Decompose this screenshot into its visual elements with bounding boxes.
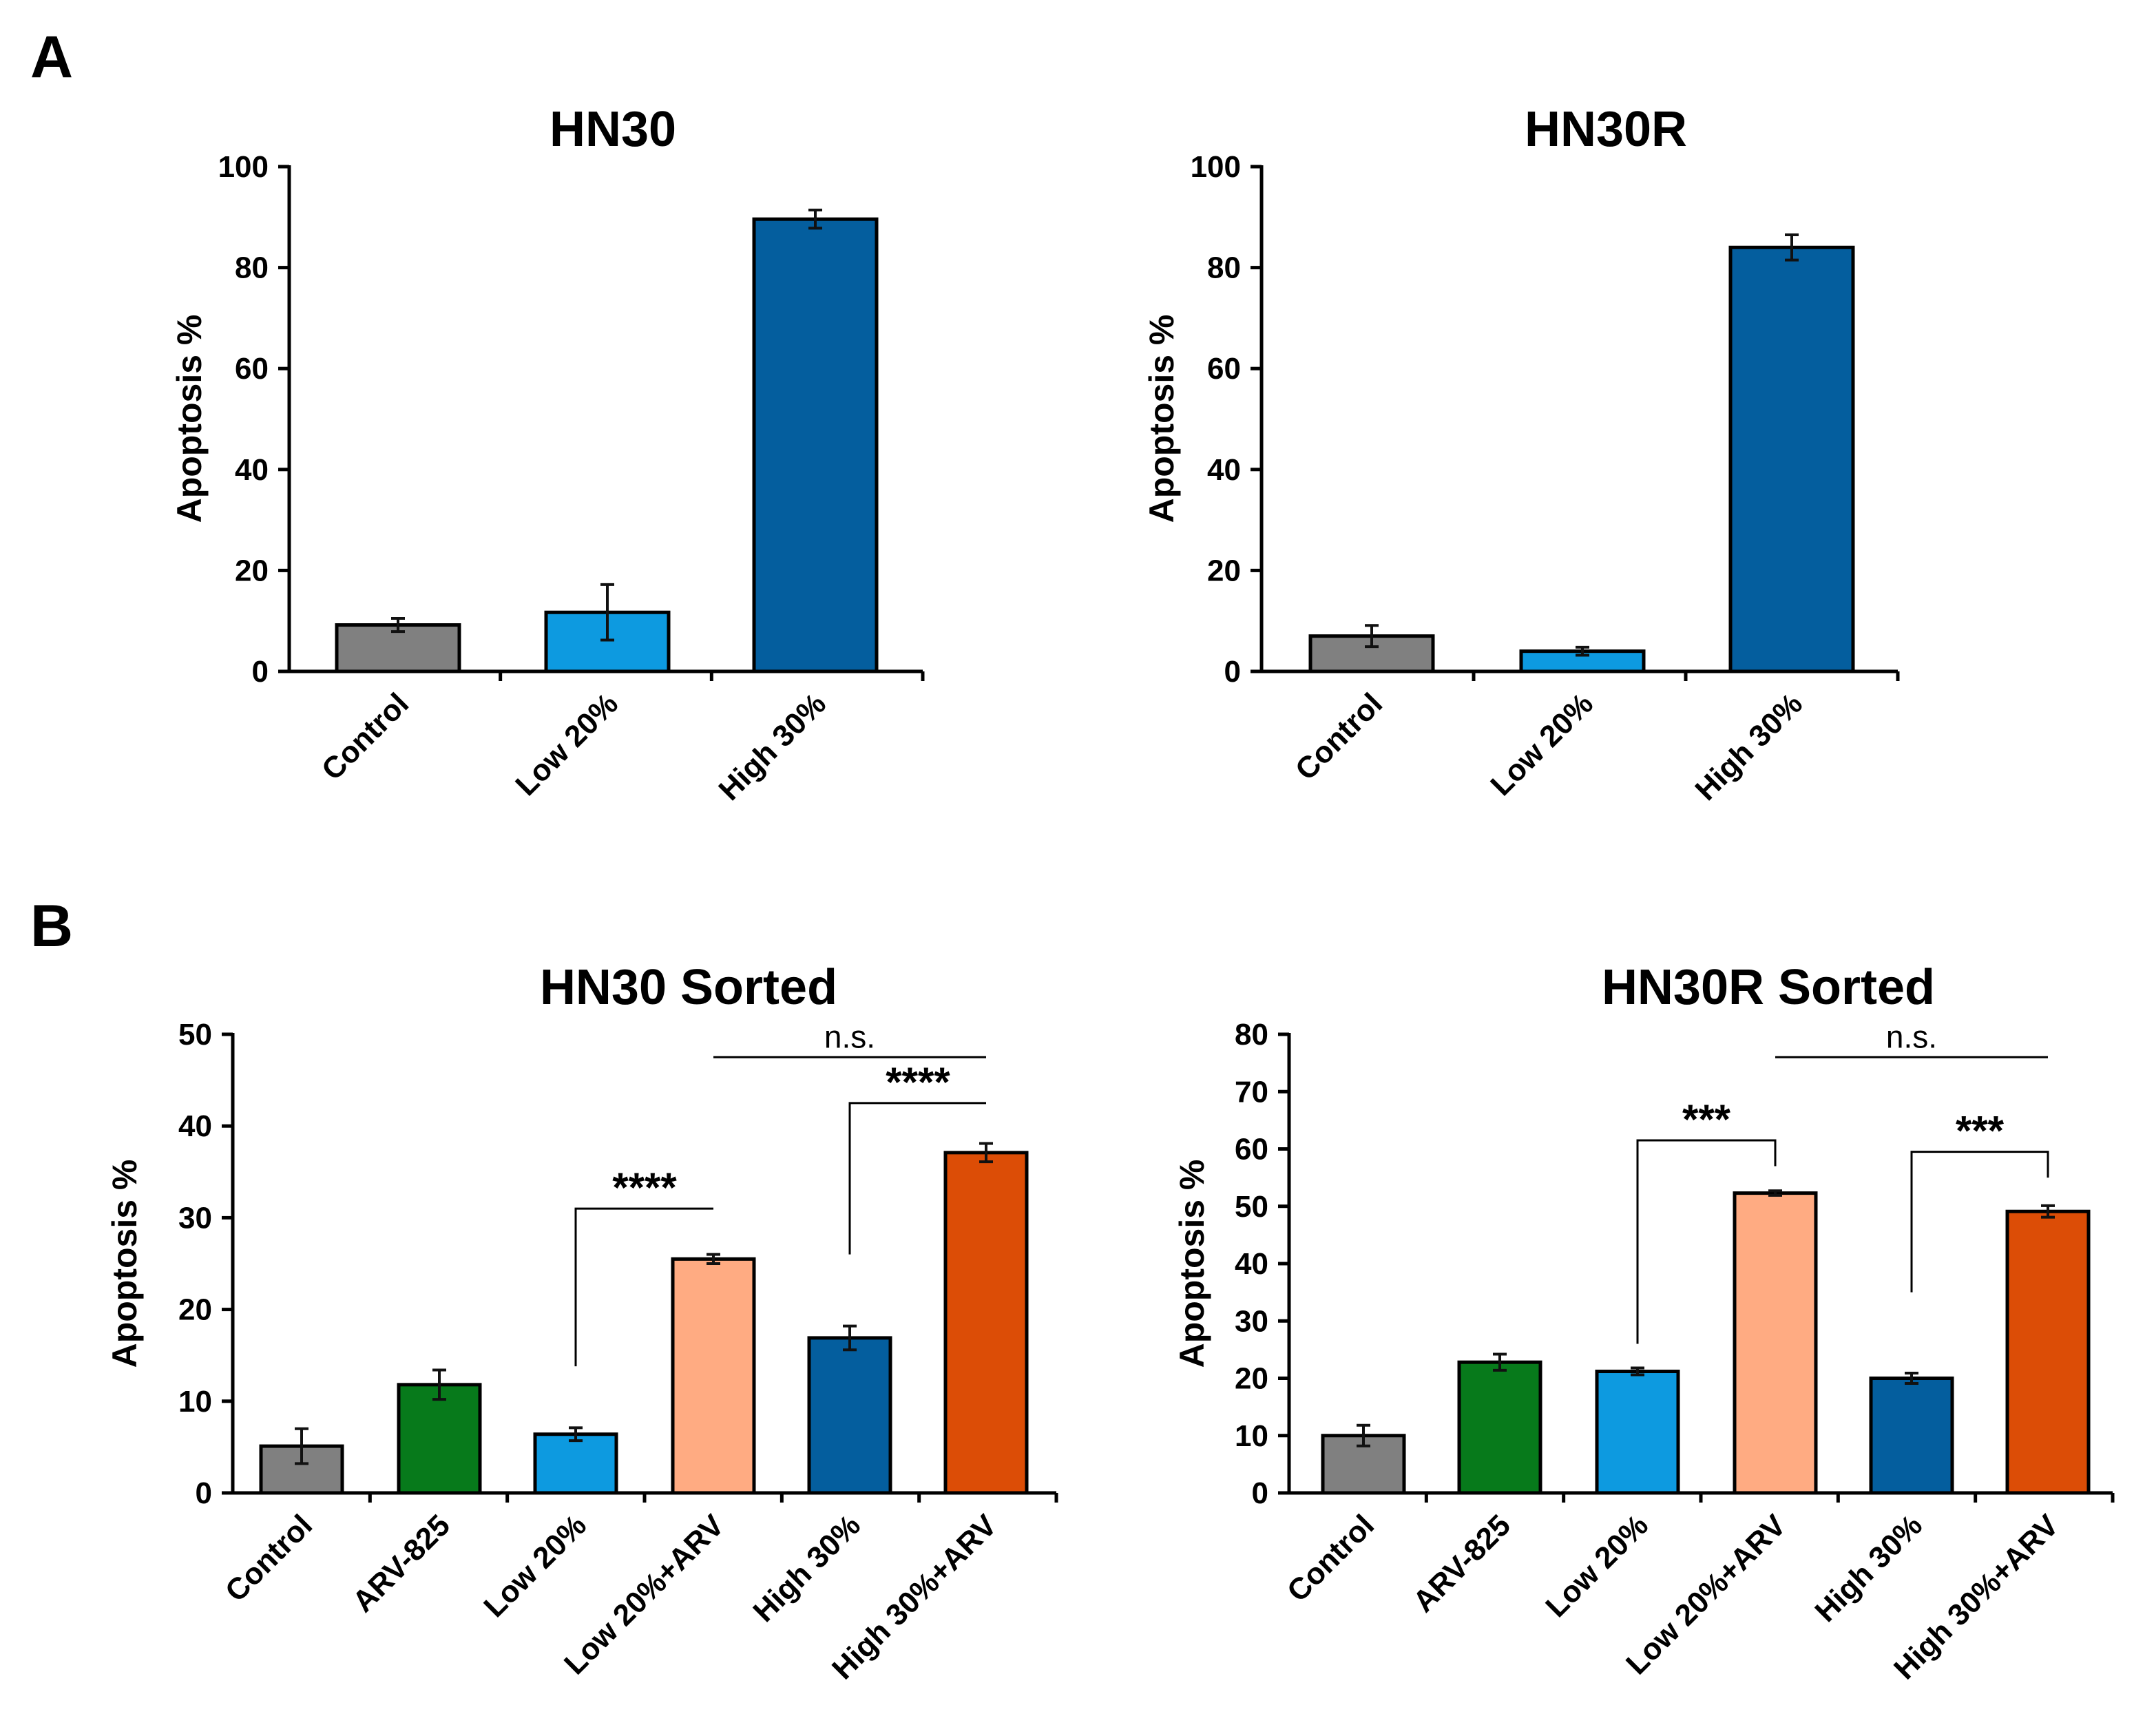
x-tick-label: High 30%: [746, 1508, 867, 1629]
bar-high-30-arv: [2007, 1211, 2089, 1493]
y-tick-label: 60: [235, 352, 269, 386]
bar-high-30-: [809, 1338, 890, 1493]
x-tick-label: Low 20%: [1539, 1508, 1655, 1624]
y-tick-label: 20: [178, 1293, 212, 1327]
chart-1: HN30 Apoptosis % 0 20 40 60 80 100 Control Low 20…: [170, 102, 923, 807]
y-tick-label: 80: [235, 251, 269, 285]
y-tick-label: 20: [1235, 1362, 1268, 1396]
x-tick-label: ARV-825: [1407, 1508, 1517, 1618]
y-tick-label: 100: [218, 150, 269, 184]
y-tick-label: 80: [1235, 1018, 1268, 1052]
significance-bracket: n.s.: [713, 1018, 986, 1057]
bar-high-30-arv: [945, 1153, 1027, 1493]
y-tick-label: 0: [1224, 655, 1241, 689]
significance-label: n.s.: [1886, 1018, 1937, 1054]
bar-high-30-: [1730, 247, 1853, 671]
y-tick-label: 70: [1235, 1075, 1268, 1109]
chart-title: HN30: [550, 102, 676, 157]
bar-low-20-: [1597, 1372, 1678, 1493]
x-tick-label: Control: [219, 1508, 319, 1608]
chart-3: HN30 Sorted Apoptosis % 0 10 20 30 40 50 Control…: [105, 960, 1056, 1686]
bar-low-20-arv: [673, 1259, 754, 1493]
y-axis-label: Apoptosis %: [1142, 315, 1181, 523]
y-tick-label: 100: [1191, 150, 1241, 184]
y-tick-label: 40: [178, 1109, 212, 1143]
significance-bracket: n.s.: [1775, 1018, 2048, 1057]
chart-title: HN30R Sorted: [1602, 960, 1935, 1015]
y-tick-label: 10: [178, 1385, 212, 1419]
y-axis-label: Apoptosis %: [170, 315, 209, 523]
y-tick-label: 50: [178, 1018, 212, 1052]
chart-2: HN30R Apoptosis % 0 20 40 60 80 100 Control Low 2…: [1142, 102, 1898, 807]
significance-label: ***: [1682, 1096, 1731, 1142]
y-tick-label: 20: [1207, 554, 1241, 587]
figure: HN30Apoptosis %020406080100Control Low 20…: [0, 0, 2134, 1736]
x-tick-label: Control: [315, 687, 415, 786]
y-tick-label: 30: [178, 1201, 212, 1235]
y-tick-label: 40: [1207, 453, 1241, 487]
y-tick-label: 10: [1235, 1419, 1268, 1453]
y-tick-label: 60: [1235, 1133, 1268, 1167]
x-tick-label: High 30%: [1688, 687, 1809, 807]
y-tick-label: 20: [235, 554, 269, 587]
x-tick-label: High 30%: [1808, 1508, 1929, 1629]
chart-title: HN30 Sorted: [540, 960, 837, 1015]
x-tick-label: ARV-825: [346, 1508, 457, 1618]
y-tick-label: 0: [252, 655, 269, 689]
y-tick-label: 50: [1235, 1190, 1268, 1224]
y-tick-label: 40: [1235, 1247, 1268, 1281]
y-tick-label: 80: [1207, 251, 1241, 285]
y-tick-label: 0: [196, 1476, 212, 1510]
x-tick-label: Control: [1289, 687, 1389, 786]
y-tick-label: 60: [1207, 352, 1241, 386]
bar-arv-825: [1459, 1362, 1540, 1493]
chart-4: HN30R Sorted Apoptosis % 0 10 20 30 40 50 60 70 80…: [1173, 960, 2113, 1686]
significance-label: n.s.: [824, 1018, 875, 1054]
bar-arv-825: [399, 1385, 480, 1493]
significance-label: ***: [1956, 1108, 2005, 1154]
bar-low-20-: [535, 1434, 616, 1493]
chart-title: HN30R: [1525, 102, 1687, 157]
y-tick-label: 40: [235, 453, 269, 487]
bar-high-30-: [754, 219, 877, 671]
x-tick-label: Low 20%: [477, 1508, 593, 1624]
y-tick-label: 0: [1252, 1476, 1268, 1510]
x-tick-label: Control: [1281, 1508, 1381, 1608]
x-tick-label: High 30%: [712, 687, 833, 807]
y-axis-label: Apoptosis %: [105, 1160, 144, 1368]
bar-low-20-arv: [1735, 1193, 1816, 1493]
bar-high-30-: [1871, 1379, 1952, 1494]
x-tick-label: Low 20%: [1484, 687, 1600, 802]
y-tick-label: 30: [1235, 1304, 1268, 1338]
significance-label: ****: [886, 1059, 950, 1105]
significance-label: ****: [612, 1164, 677, 1211]
x-tick-label: Low 20%: [509, 687, 625, 802]
y-axis-label: Apoptosis %: [1173, 1160, 1211, 1368]
